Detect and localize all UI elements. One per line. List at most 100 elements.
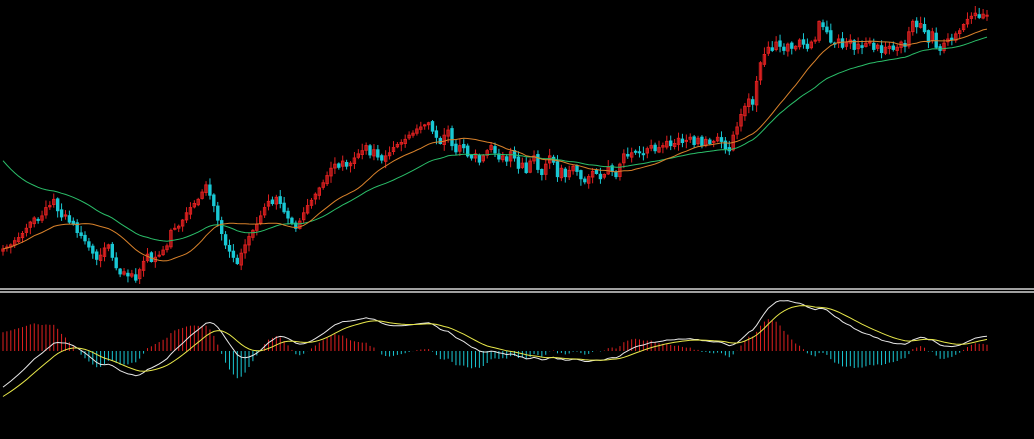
candle-body — [860, 45, 864, 48]
candle-body — [204, 184, 208, 193]
candle-body — [852, 40, 856, 50]
price-panel — [1, 6, 989, 284]
candle-body — [583, 178, 587, 183]
candle-body — [399, 142, 404, 145]
candle — [883, 41, 888, 56]
candle — [790, 41, 794, 55]
candle — [360, 143, 364, 160]
candle — [676, 132, 681, 151]
candle — [680, 133, 685, 148]
candle-body — [477, 154, 482, 163]
candle-body — [192, 203, 197, 208]
candle — [672, 138, 677, 150]
candle — [83, 231, 87, 245]
candle-body — [481, 155, 486, 162]
candle — [188, 202, 193, 220]
candle-body — [368, 145, 372, 156]
candle-body — [126, 272, 130, 277]
candle-body — [184, 212, 189, 221]
candle — [13, 237, 17, 248]
candle — [969, 12, 974, 24]
candle-body — [868, 41, 872, 44]
candle-body — [645, 148, 649, 154]
candle-body — [28, 221, 33, 228]
candle — [317, 186, 322, 200]
candle-body — [786, 43, 790, 52]
candle — [684, 134, 688, 149]
candle-body — [622, 153, 626, 164]
candle-body — [758, 62, 763, 81]
candle — [130, 269, 134, 278]
candle — [536, 150, 540, 174]
candle — [977, 7, 981, 20]
candle — [407, 131, 411, 140]
candle-body — [563, 168, 567, 178]
candle — [641, 146, 646, 161]
candle — [747, 93, 751, 114]
candle — [587, 174, 591, 189]
candle — [223, 231, 228, 250]
candle — [965, 12, 970, 28]
candle-body — [567, 169, 571, 178]
candle — [844, 37, 849, 50]
candle — [368, 143, 372, 159]
candle — [395, 141, 400, 149]
candle-body — [438, 138, 443, 144]
candle-body — [883, 46, 888, 54]
candle-body — [876, 44, 880, 49]
candle — [739, 108, 743, 132]
candle — [399, 139, 404, 152]
candle — [583, 176, 587, 185]
candle-body — [329, 167, 333, 177]
candle-body — [372, 149, 376, 157]
candle-body — [59, 209, 64, 218]
candle — [126, 269, 130, 283]
candle — [489, 141, 493, 153]
candle — [454, 139, 458, 156]
candle — [903, 39, 907, 53]
candle — [469, 153, 474, 161]
candle-body — [794, 45, 798, 50]
candle-body — [485, 150, 489, 156]
candle-body — [649, 145, 653, 149]
candle-body — [56, 198, 60, 212]
candle — [540, 168, 544, 181]
candle-body — [958, 30, 962, 34]
candle — [235, 254, 240, 266]
candle-body — [536, 154, 540, 170]
candle — [926, 29, 931, 49]
candle — [208, 178, 212, 200]
candle-body — [364, 145, 368, 151]
candle-body — [942, 42, 946, 52]
candle-body — [106, 244, 111, 249]
candle-body — [977, 14, 981, 18]
candle-body — [294, 222, 298, 229]
macd-dif-line — [2, 300, 988, 388]
candle-body — [173, 227, 177, 230]
candle-body — [766, 46, 770, 54]
candle — [216, 201, 220, 227]
candle — [403, 134, 407, 148]
candle — [180, 218, 185, 232]
candle — [825, 20, 829, 35]
candle — [544, 158, 548, 181]
candle-body — [134, 274, 138, 281]
candle-body — [555, 161, 560, 178]
candle-body — [36, 218, 40, 221]
candle-body — [270, 199, 275, 204]
candle — [122, 268, 126, 276]
candle — [372, 144, 376, 161]
candle — [102, 242, 107, 262]
candle — [778, 34, 782, 53]
candle — [954, 31, 958, 43]
candle — [622, 149, 626, 169]
candle — [868, 37, 872, 46]
candle-body — [157, 254, 161, 257]
candle-body — [633, 150, 638, 153]
candle-body — [52, 198, 56, 205]
candle — [567, 165, 571, 181]
candle — [751, 96, 755, 111]
candle — [270, 196, 275, 206]
candle-body — [969, 15, 974, 19]
